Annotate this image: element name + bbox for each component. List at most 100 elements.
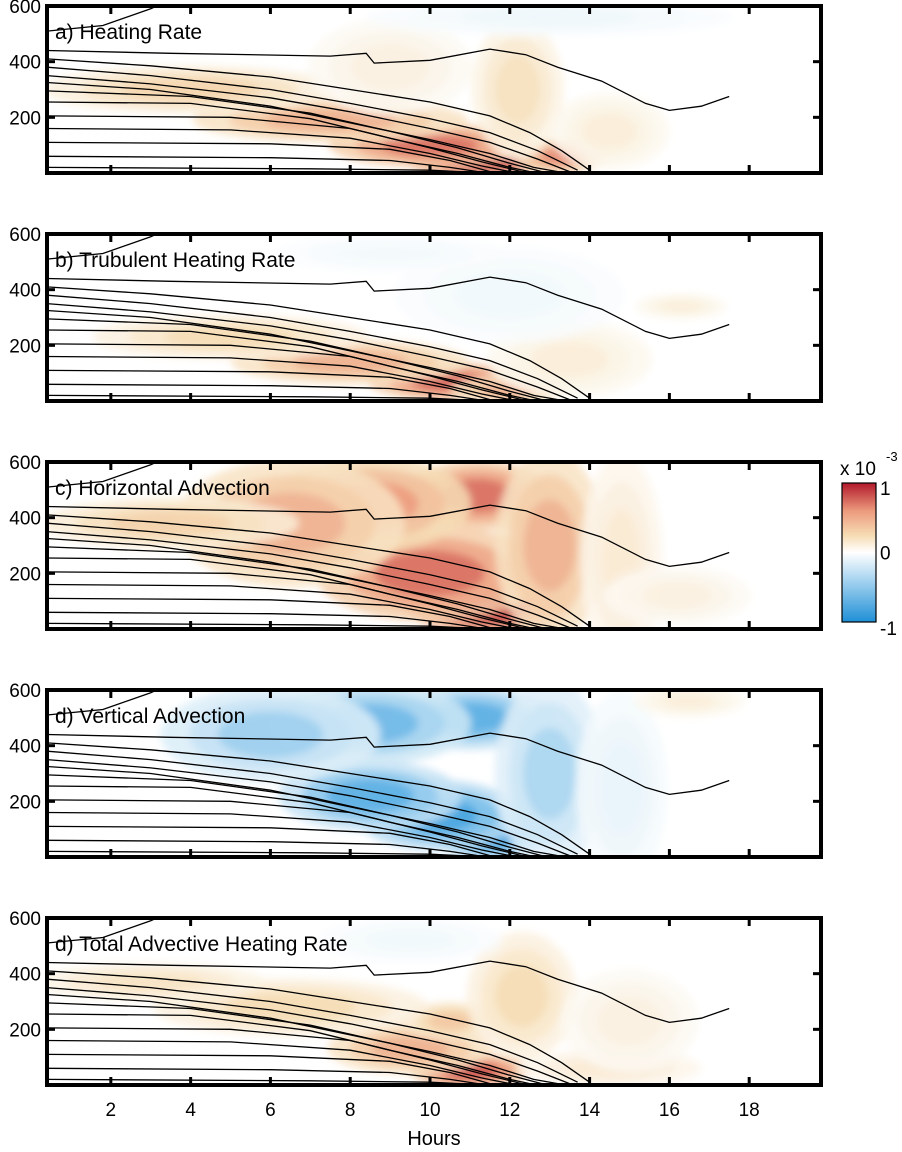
contour-line (47, 1027, 522, 1085)
contour-line (47, 571, 522, 629)
contour-line (47, 383, 478, 401)
y-tick-label: 600 (9, 225, 41, 246)
contour-line (47, 758, 570, 857)
contour-line (47, 742, 590, 855)
y-tick-label: 600 (9, 909, 41, 930)
colorbar-multiplier: x 10 (840, 459, 876, 480)
contour-line (47, 1039, 510, 1085)
contour-line (47, 276, 730, 340)
panel-title: d) Total Advective Heating Rate (55, 933, 348, 956)
y-tick-label: 200 (9, 564, 41, 585)
colorbar-frame (841, 482, 877, 623)
heatmap-blobs (160, 690, 745, 857)
heatmap-field (47, 918, 730, 1085)
heatmap-cell (581, 112, 639, 150)
heatmap-cell (599, 741, 644, 834)
contour-line (47, 583, 510, 629)
x-tick-label: 14 (579, 1100, 601, 1121)
y-tick-label: 600 (9, 0, 41, 18)
contour-line (47, 918, 159, 944)
contour-line (47, 286, 590, 399)
contour-line (47, 462, 159, 488)
y-tick-label: 200 (9, 792, 41, 813)
panel-frame (45, 232, 823, 403)
y-tick-label: 400 (9, 281, 41, 302)
contour-line (47, 369, 491, 401)
contour-line (47, 141, 491, 173)
contour-line (47, 115, 522, 173)
heatmap-cell (523, 499, 577, 592)
heatmap-cell (350, 44, 430, 91)
panels-group: 200 400 600 a) Heating Rate 200 400 600 b) Trub… (9, 0, 823, 1087)
x-tick-label: 16 (659, 1100, 680, 1121)
heatmap-cell (495, 55, 540, 124)
colorbar-exponent: -3 (886, 449, 898, 464)
contour-line (47, 514, 590, 627)
contour-line (47, 127, 510, 173)
y-tick-label: 600 (9, 681, 41, 702)
contour-line (47, 546, 542, 629)
panel-frame (45, 688, 823, 859)
panel-frame (45, 916, 823, 1087)
contour-line (47, 839, 478, 857)
contour-line (47, 750, 578, 855)
contour-line (47, 970, 590, 1083)
x-tick-label: 8 (345, 1100, 356, 1121)
heatmap-cell (530, 340, 610, 378)
heatmap-cell (663, 693, 716, 709)
heatmap-cell (381, 134, 479, 156)
contour-line (47, 774, 542, 857)
x-tick-label: 12 (499, 1100, 520, 1121)
colorbar-fill (842, 483, 876, 622)
contour-line (47, 355, 510, 401)
contour-line (47, 597, 491, 629)
y-tick-label: 600 (9, 453, 41, 474)
heatmap-cell (326, 778, 415, 813)
contour-lines (47, 6, 730, 173)
panel-title: c) Horizontal Advection (55, 477, 270, 500)
contour-line (47, 530, 570, 629)
heatmap-cell (461, 7, 638, 27)
heatmap-cell (495, 965, 549, 1027)
heatmap-cell (217, 711, 324, 758)
y-tick-label: 400 (9, 509, 41, 530)
colorbar-tick-label: -1 (880, 619, 897, 640)
colorbar-tick-label: 1 (880, 479, 891, 500)
contour-line (47, 66, 578, 171)
y-tick-label: 200 (9, 1020, 41, 1041)
heatmap-cell (95, 972, 206, 992)
x-tick-label: 2 (106, 1100, 117, 1121)
panel-2: 200 400 600 b) Trubulent Heating Rate (9, 225, 823, 403)
heatmap-cell (454, 272, 565, 319)
y-tick-label: 200 (9, 108, 41, 129)
heatmap-cell (642, 581, 713, 610)
heatmap-cell (596, 996, 663, 1046)
contour-line (47, 960, 730, 1024)
heatmap-field (47, 690, 745, 857)
contour-line (47, 74, 570, 173)
contour-line (47, 1067, 478, 1085)
x-axis: 2 4 6 8 10 12 14 16 18 Hours (106, 1100, 760, 1150)
colorbar-tick-label: 0 (880, 544, 891, 565)
contour-line (47, 343, 522, 401)
contour-line (47, 48, 730, 112)
heatmap-field (47, 6, 734, 173)
panel-5: 200 400 600 d) Total Advective Heating Rate (9, 909, 823, 1087)
contour-line (47, 825, 491, 857)
x-tick-label: 18 (739, 1100, 760, 1121)
contour-lines (47, 234, 730, 401)
heatmap-cell (375, 550, 485, 597)
contour-line (47, 799, 522, 857)
y-tick-label: 400 (9, 53, 41, 74)
panel-title: a) Heating Rate (55, 21, 202, 44)
contour-line (47, 522, 578, 627)
contour-line (47, 302, 570, 401)
colorbar: x 10 -3 1 0 -1 (840, 449, 898, 640)
panel-title: b) Trubulent Heating Rate (55, 249, 295, 272)
contour-line (47, 294, 578, 399)
contour-line (47, 90, 542, 173)
heatmap-cell (659, 300, 704, 313)
x-tick-label: 6 (265, 1100, 276, 1121)
panel-frame (45, 4, 823, 175)
